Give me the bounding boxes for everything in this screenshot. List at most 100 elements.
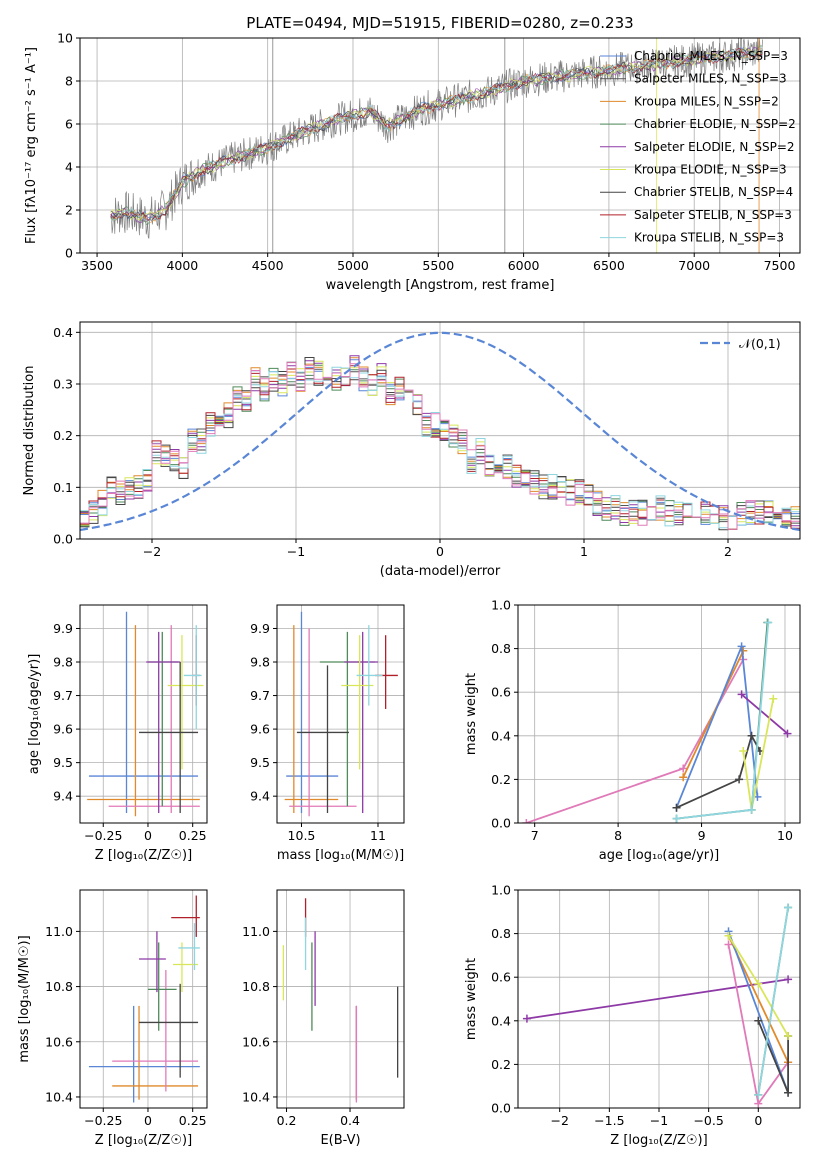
- y-tick-label: 0: [65, 246, 73, 261]
- weight-marker: [754, 1016, 763, 1025]
- y-tick-label: 0.0: [491, 1101, 511, 1116]
- x-axis-label: (data-model)/error: [380, 564, 501, 579]
- x-tick-label: 4000: [166, 258, 198, 273]
- axes-frame: [79, 37, 801, 254]
- y-tick-label: 0.3: [53, 377, 73, 392]
- model-spectrum: [110, 47, 763, 224]
- histogram-series: [80, 366, 800, 529]
- x-tick-label: 9: [698, 828, 706, 843]
- y-tick-label: 10.4: [45, 1089, 73, 1104]
- weight-marker: [784, 1032, 793, 1041]
- histogram-series: [80, 362, 800, 530]
- y-axis-label: mass weight: [464, 673, 479, 755]
- x-axis-label: E(B-V): [320, 1133, 360, 1148]
- legend-entry: Kroupa MILES, N_SSP=2: [634, 94, 779, 108]
- x-tick-label: 11: [370, 828, 386, 843]
- model-spectrum: [110, 45, 763, 225]
- y-tick-label: 6: [65, 117, 73, 132]
- x-tick-label: −1: [287, 544, 305, 559]
- weight-marker: [783, 729, 792, 738]
- weight-marker: [784, 1088, 793, 1097]
- panel-age-vs-mass: 10.5 11 9.4 9.5 9.6 9.7 9.8 9.9 mass [log₁₀(M/M☉…: [250, 604, 405, 863]
- y-tick-label: 0.0: [491, 816, 511, 831]
- x-axis-label: Z [log₁₀(Z/Z☉)]: [610, 1133, 707, 1148]
- weight-marker: [747, 805, 756, 814]
- x-tick-label: 5000: [337, 258, 369, 273]
- y-tick-label: 9.9: [250, 621, 270, 636]
- y-tick-label: 0.8: [491, 926, 511, 941]
- y-tick-label: 9.5: [53, 755, 73, 770]
- x-tick-label: 0.2: [277, 1113, 297, 1128]
- weight-series: [675, 646, 759, 809]
- legend-entry: Chabrier MILES, N_SSP=3: [634, 49, 788, 63]
- y-tick-label: 9.4: [53, 789, 73, 804]
- x-tick-label: 6500: [593, 258, 625, 273]
- weight-series: [682, 650, 745, 778]
- axes-frame: [517, 604, 801, 824]
- line-layer: [522, 618, 792, 823]
- weight-marker: [679, 764, 688, 773]
- y-tick-label: 0.4: [491, 728, 511, 743]
- weight-marker: [784, 903, 793, 912]
- weight-series: [741, 693, 789, 735]
- weight-marker: [754, 1099, 763, 1108]
- x-tick-label: 0.4: [340, 1113, 360, 1128]
- histogram-series: [80, 365, 800, 530]
- model-spectrum: [110, 46, 763, 221]
- weight-series: [526, 659, 745, 823]
- x-tick-label: 10.5: [288, 828, 316, 843]
- y-tick-label: 0.8: [491, 641, 511, 656]
- y-tick-label: 0.0: [53, 532, 73, 547]
- panel-mass-vs-EBV: 0.2 0.4 10.4 10.6 10.8 11.0 E(B-V): [242, 889, 405, 1148]
- weight-marker: [754, 979, 763, 988]
- y-axis-label: Normed distribution: [22, 366, 37, 496]
- weight-marker: [747, 731, 756, 740]
- y-tick-label: 9.7: [250, 688, 270, 703]
- y-tick-label: 0.4: [53, 325, 73, 340]
- hist-layer: [80, 331, 800, 531]
- legend-entry: 𝒩(0,1): [739, 336, 781, 351]
- weight-series: [742, 698, 775, 811]
- x-tick-label: 7: [531, 828, 539, 843]
- x-axis-label: Z [log₁₀(Z/Z☉)]: [95, 848, 192, 863]
- x-tick-label: −2: [143, 544, 161, 559]
- y-tick-label: 10.6: [45, 1034, 73, 1049]
- legend-entry: Chabrier STELIB, N_SSP=4: [634, 185, 793, 199]
- y-tick-label: 9.5: [250, 755, 270, 770]
- weight-marker: [764, 618, 773, 627]
- weight-marker: [737, 642, 746, 651]
- y-axis-label: mass [log₁₀(M/M☉)]: [17, 935, 32, 1062]
- y-tick-label: 0.2: [491, 772, 511, 787]
- x-tick-label: 0: [144, 828, 152, 843]
- legend-entry: Salpeter ELODIE, N_SSP=2: [634, 140, 795, 154]
- x-tick-label: 0.25: [179, 828, 207, 843]
- x-tick-label: 1: [580, 544, 588, 559]
- weight-marker: [724, 940, 733, 949]
- x-tick-label: −1.5: [594, 1113, 624, 1128]
- y-tick-label: 11.0: [45, 924, 73, 939]
- weight-marker: [679, 773, 688, 782]
- x-tick-label: 7500: [764, 258, 796, 273]
- y-tick-label: 9.8: [53, 655, 73, 670]
- x-tick-label: −0.25: [84, 1113, 122, 1128]
- weight-marker: [672, 803, 681, 812]
- y-tick-label: 9.8: [250, 655, 270, 670]
- x-tick-label: 5500: [422, 258, 454, 273]
- y-tick-label: 4: [65, 160, 73, 175]
- model-spectrum: [110, 46, 763, 224]
- x-tick-label: −0.5: [693, 1113, 723, 1128]
- model-spectrum: [110, 47, 763, 221]
- panel-age-vs-Z: −0.25 0 0.25 9.4 9.5 9.6 9.7 9.8 9.9 Z [log₁₀(Z/Z…: [27, 604, 208, 863]
- weight-series: [676, 622, 770, 820]
- x-axis-label: wavelength [Angstrom, rest frame]: [326, 278, 555, 293]
- panel-weight-vs-Z: −2 −1.5 −1 −0.5 0 0.0 0.2 0.4 0.6 0.8 1.0 Z [log₁₀(…: [464, 883, 801, 1148]
- y-tick-label: 1.0: [491, 883, 511, 898]
- histogram-series: [80, 355, 800, 527]
- y-tick-label: 10.8: [242, 979, 270, 994]
- y-tick-label: 2: [65, 203, 73, 218]
- legend-entry: Chabrier ELODIE, N_SSP=2: [634, 117, 796, 131]
- y-tick-label: 10: [57, 31, 73, 46]
- axes-frame: [276, 604, 405, 824]
- x-tick-label: 0: [436, 544, 444, 559]
